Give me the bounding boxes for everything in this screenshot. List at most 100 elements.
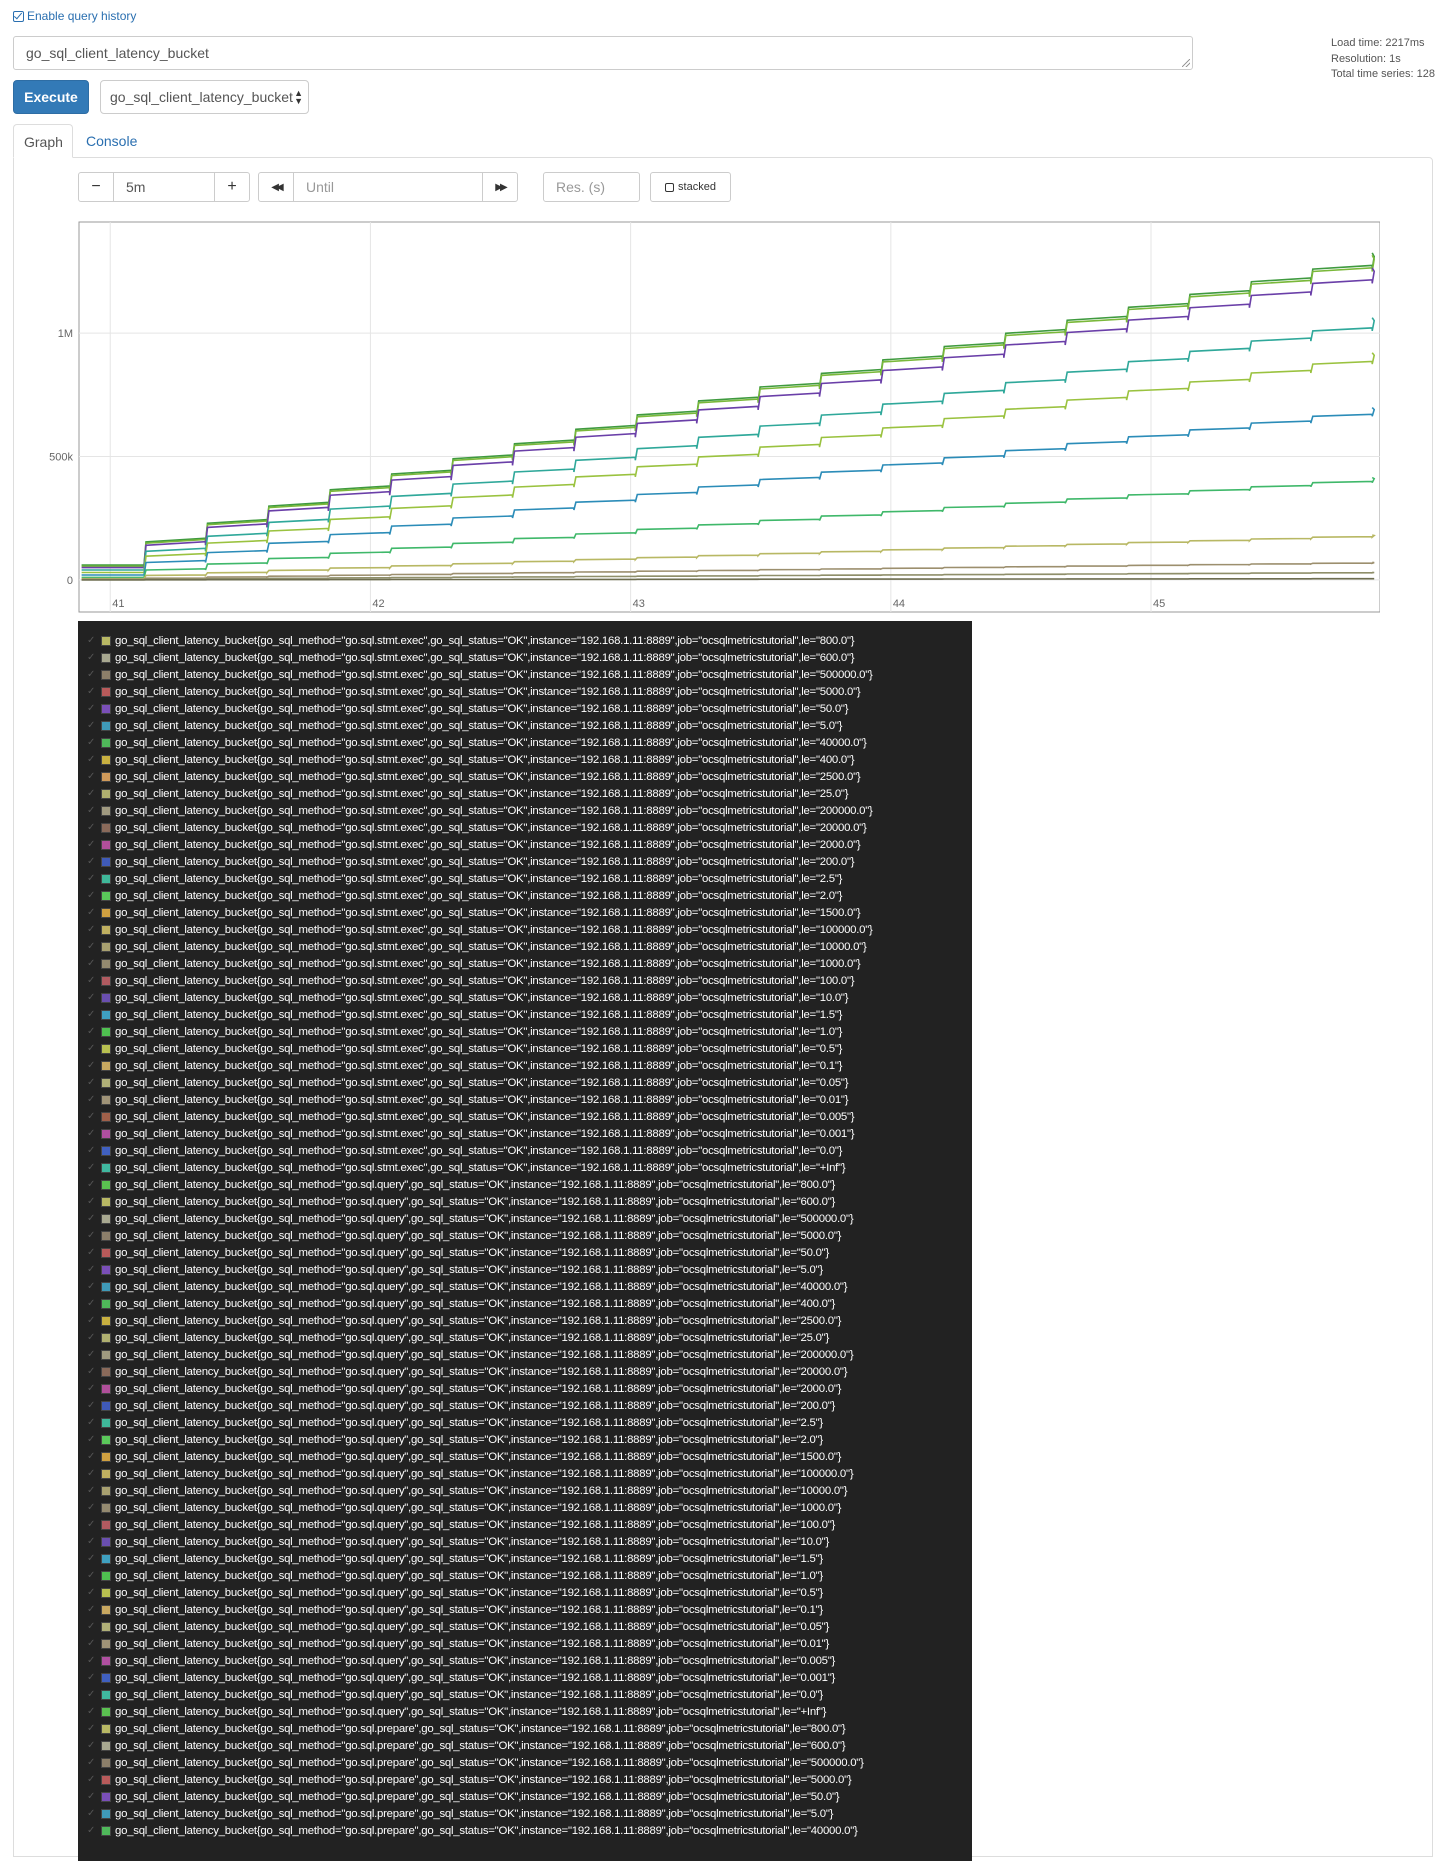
legend-item[interactable]: ✓ go_sql_client_latency_bucket{go_sql_met…: [78, 853, 972, 870]
legend-item[interactable]: ✓ go_sql_client_latency_bucket{go_sql_met…: [78, 1652, 972, 1669]
legend-item[interactable]: ✓ go_sql_client_latency_bucket{go_sql_met…: [78, 1414, 972, 1431]
series-color-swatch: [101, 652, 111, 663]
range-input[interactable]: 5m: [114, 172, 214, 202]
legend-item[interactable]: ✓ go_sql_client_latency_bucket{go_sql_met…: [78, 904, 972, 921]
enable-query-history-toggle[interactable]: Enable query history: [13, 9, 136, 23]
legend-item[interactable]: ✓ go_sql_client_latency_bucket{go_sql_met…: [78, 1822, 972, 1839]
increase-range-button[interactable]: +: [214, 172, 250, 202]
x-tick-label: 41: [112, 598, 124, 610]
legend-item[interactable]: ✓ go_sql_client_latency_bucket{go_sql_met…: [78, 1533, 972, 1550]
legend-item[interactable]: ✓ go_sql_client_latency_bucket{go_sql_met…: [78, 1091, 972, 1108]
legend-item[interactable]: ✓ go_sql_client_latency_bucket{go_sql_met…: [78, 1754, 972, 1771]
legend-item[interactable]: ✓ go_sql_client_latency_bucket{go_sql_met…: [78, 1601, 972, 1618]
legend-item[interactable]: ✓ go_sql_client_latency_bucket{go_sql_met…: [78, 1057, 972, 1074]
legend-item[interactable]: ✓ go_sql_client_latency_bucket{go_sql_met…: [78, 1261, 972, 1278]
legend-item[interactable]: ✓ go_sql_client_latency_bucket{go_sql_met…: [78, 683, 972, 700]
legend-item[interactable]: ✓ go_sql_client_latency_bucket{go_sql_met…: [78, 1669, 972, 1686]
resize-handle-icon[interactable]: [1182, 59, 1190, 67]
legend-item[interactable]: ✓ go_sql_client_latency_bucket{go_sql_met…: [78, 1193, 972, 1210]
legend-item[interactable]: ✓ go_sql_client_latency_bucket{go_sql_met…: [78, 1567, 972, 1584]
legend-item[interactable]: ✓ go_sql_client_latency_bucket{go_sql_met…: [78, 1771, 972, 1788]
series-color-swatch: [101, 1655, 111, 1666]
legend-item[interactable]: ✓ go_sql_client_latency_bucket{go_sql_met…: [78, 870, 972, 887]
legend-item[interactable]: ✓ go_sql_client_latency_bucket{go_sql_met…: [78, 1346, 972, 1363]
legend-item[interactable]: ✓ go_sql_client_latency_bucket{go_sql_met…: [78, 1312, 972, 1329]
series-color-swatch: [101, 1519, 111, 1530]
legend-label: go_sql_client_latency_bucket{go_sql_meth…: [115, 821, 867, 834]
legend-item[interactable]: ✓ go_sql_client_latency_bucket{go_sql_met…: [78, 1805, 972, 1822]
legend-item[interactable]: ✓ go_sql_client_latency_bucket{go_sql_met…: [78, 989, 972, 1006]
until-input[interactable]: Until: [294, 172, 482, 202]
legend-label: go_sql_client_latency_bucket{go_sql_meth…: [115, 1042, 843, 1055]
legend-item[interactable]: ✓ go_sql_client_latency_bucket{go_sql_met…: [78, 1635, 972, 1652]
legend-item[interactable]: ✓ go_sql_client_latency_bucket{go_sql_met…: [78, 921, 972, 938]
resolution-input[interactable]: Res. (s): [543, 172, 640, 202]
legend-item[interactable]: ✓ go_sql_client_latency_bucket{go_sql_met…: [78, 1618, 972, 1635]
legend-label: go_sql_client_latency_bucket{go_sql_meth…: [115, 1059, 843, 1072]
legend-item[interactable]: ✓ go_sql_client_latency_bucket{go_sql_met…: [78, 1108, 972, 1125]
legend-item[interactable]: ✓ go_sql_client_latency_bucket{go_sql_met…: [78, 955, 972, 972]
legend-item[interactable]: ✓ go_sql_client_latency_bucket{go_sql_met…: [78, 1176, 972, 1193]
legend-item[interactable]: ✓ go_sql_client_latency_bucket{go_sql_met…: [78, 1210, 972, 1227]
legend-item[interactable]: ✓ go_sql_client_latency_bucket{go_sql_met…: [78, 666, 972, 683]
stacked-toggle-button[interactable]: stacked: [650, 172, 731, 202]
legend-item[interactable]: ✓ go_sql_client_latency_bucket{go_sql_met…: [78, 1499, 972, 1516]
tab-graph[interactable]: Graph: [13, 124, 73, 158]
legend-item[interactable]: ✓ go_sql_client_latency_bucket{go_sql_met…: [78, 1380, 972, 1397]
legend-item[interactable]: ✓ go_sql_client_latency_bucket{go_sql_met…: [78, 1040, 972, 1057]
legend-item[interactable]: ✓ go_sql_client_latency_bucket{go_sql_met…: [78, 768, 972, 785]
legend-item[interactable]: ✓ go_sql_client_latency_bucket{go_sql_met…: [78, 1227, 972, 1244]
legend-item[interactable]: ✓ go_sql_client_latency_bucket{go_sql_met…: [78, 1448, 972, 1465]
legend-item[interactable]: ✓ go_sql_client_latency_bucket{go_sql_met…: [78, 1516, 972, 1533]
legend-item[interactable]: ✓ go_sql_client_latency_bucket{go_sql_met…: [78, 1397, 972, 1414]
legend-item[interactable]: ✓ go_sql_client_latency_bucket{go_sql_met…: [78, 1074, 972, 1091]
expression-input[interactable]: go_sql_client_latency_bucket: [13, 36, 1193, 70]
legend-item[interactable]: ✓ go_sql_client_latency_bucket{go_sql_met…: [78, 938, 972, 955]
legend-item[interactable]: ✓ go_sql_client_latency_bucket{go_sql_met…: [78, 1737, 972, 1754]
legend-item[interactable]: ✓ go_sql_client_latency_bucket{go_sql_met…: [78, 1142, 972, 1159]
legend-item[interactable]: ✓ go_sql_client_latency_bucket{go_sql_met…: [78, 1465, 972, 1482]
check-icon: ✓: [87, 1366, 96, 1377]
legend-label: go_sql_client_latency_bucket{go_sql_meth…: [115, 1382, 842, 1395]
execute-button[interactable]: Execute: [13, 80, 89, 114]
legend-label: go_sql_client_latency_bucket{go_sql_meth…: [115, 991, 849, 1004]
fast-forward-icon[interactable]: ▶▶: [482, 172, 518, 202]
tab-console[interactable]: Console: [86, 133, 138, 149]
legend-item[interactable]: ✓ go_sql_client_latency_bucket{go_sql_met…: [78, 972, 972, 989]
legend-item[interactable]: ✓ go_sql_client_latency_bucket{go_sql_met…: [78, 819, 972, 836]
legend-item[interactable]: ✓ go_sql_client_latency_bucket{go_sql_met…: [78, 1550, 972, 1567]
legend-item[interactable]: ✓ go_sql_client_latency_bucket{go_sql_met…: [78, 1584, 972, 1601]
legend-item[interactable]: ✓ go_sql_client_latency_bucket{go_sql_met…: [78, 1023, 972, 1040]
series-color-swatch: [101, 822, 111, 833]
legend-item[interactable]: ✓ go_sql_client_latency_bucket{go_sql_met…: [78, 717, 972, 734]
check-icon: ✓: [87, 1145, 96, 1156]
legend-item[interactable]: ✓ go_sql_client_latency_bucket{go_sql_met…: [78, 1431, 972, 1448]
rewind-icon[interactable]: ◀◀: [258, 172, 294, 202]
legend-item[interactable]: ✓ go_sql_client_latency_bucket{go_sql_met…: [78, 1482, 972, 1499]
legend-item[interactable]: ✓ go_sql_client_latency_bucket{go_sql_met…: [78, 632, 972, 649]
legend-item[interactable]: ✓ go_sql_client_latency_bucket{go_sql_met…: [78, 1686, 972, 1703]
legend-item[interactable]: ✓ go_sql_client_latency_bucket{go_sql_met…: [78, 785, 972, 802]
legend-item[interactable]: ✓ go_sql_client_latency_bucket{go_sql_met…: [78, 1295, 972, 1312]
legend-item[interactable]: ✓ go_sql_client_latency_bucket{go_sql_met…: [78, 1244, 972, 1261]
legend-item[interactable]: ✓ go_sql_client_latency_bucket{go_sql_met…: [78, 649, 972, 666]
legend-item[interactable]: ✓ go_sql_client_latency_bucket{go_sql_met…: [78, 1329, 972, 1346]
series-color-swatch: [101, 975, 111, 986]
legend-item[interactable]: ✓ go_sql_client_latency_bucket{go_sql_met…: [78, 1125, 972, 1142]
legend-item[interactable]: ✓ go_sql_client_latency_bucket{go_sql_met…: [78, 802, 972, 819]
legend-item[interactable]: ✓ go_sql_client_latency_bucket{go_sql_met…: [78, 836, 972, 853]
legend-item[interactable]: ✓ go_sql_client_latency_bucket{go_sql_met…: [78, 1159, 972, 1176]
legend-item[interactable]: ✓ go_sql_client_latency_bucket{go_sql_met…: [78, 1363, 972, 1380]
legend-item[interactable]: ✓ go_sql_client_latency_bucket{go_sql_met…: [78, 1278, 972, 1295]
legend-item[interactable]: ✓ go_sql_client_latency_bucket{go_sql_met…: [78, 1720, 972, 1737]
legend-item[interactable]: ✓ go_sql_client_latency_bucket{go_sql_met…: [78, 734, 972, 751]
legend-item[interactable]: ✓ go_sql_client_latency_bucket{go_sql_met…: [78, 1703, 972, 1720]
metric-select[interactable]: go_sql_client_latency_bucket ▲ ▼: [100, 80, 309, 114]
legend-item[interactable]: ✓ go_sql_client_latency_bucket{go_sql_met…: [78, 700, 972, 717]
decrease-range-button[interactable]: −: [78, 172, 114, 202]
check-icon: ✓: [87, 1264, 96, 1275]
legend-item[interactable]: ✓ go_sql_client_latency_bucket{go_sql_met…: [78, 1006, 972, 1023]
legend-item[interactable]: ✓ go_sql_client_latency_bucket{go_sql_met…: [78, 887, 972, 904]
legend-item[interactable]: ✓ go_sql_client_latency_bucket{go_sql_met…: [78, 1788, 972, 1805]
legend-item[interactable]: ✓ go_sql_client_latency_bucket{go_sql_met…: [78, 751, 972, 768]
